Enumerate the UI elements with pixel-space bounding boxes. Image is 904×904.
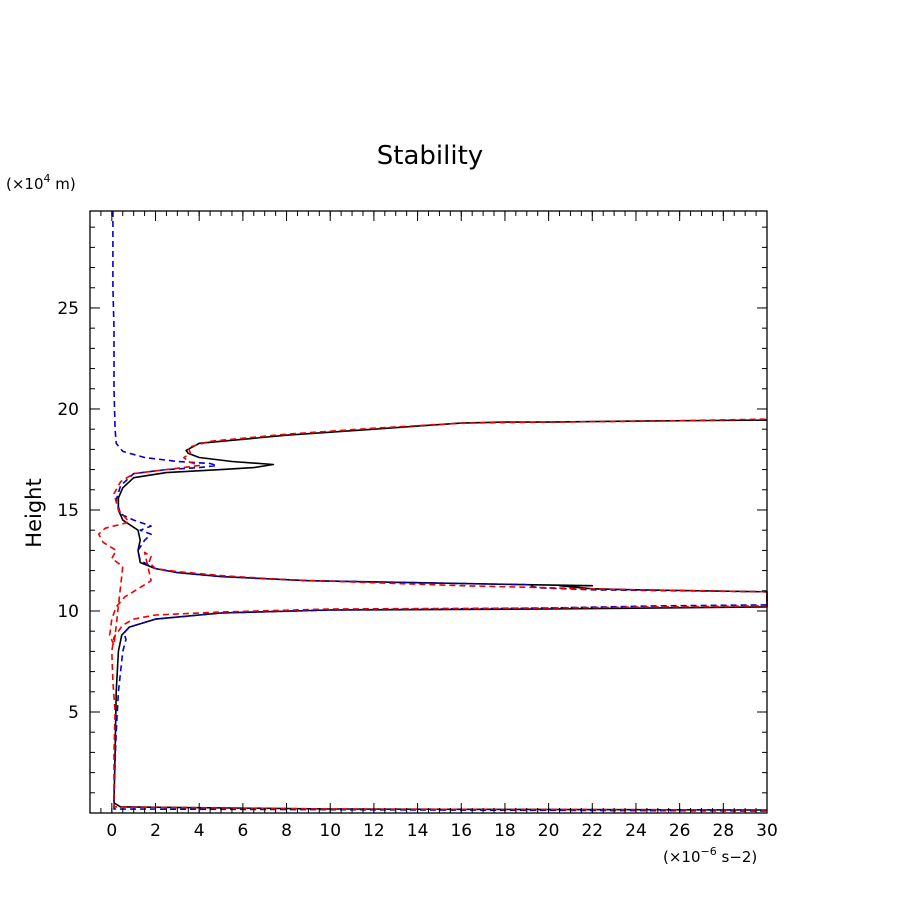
x-tick-label: 22 xyxy=(581,821,603,841)
series-line-2 xyxy=(112,211,768,812)
plot-frame xyxy=(89,210,768,814)
x-tick-label: 2 xyxy=(150,821,161,841)
series-line-1 xyxy=(113,419,768,811)
x-tick-label: 18 xyxy=(494,821,516,841)
y-tick-label: 20 xyxy=(57,400,79,420)
x-tick-label: 8 xyxy=(281,821,292,841)
y-tick-label: 5 xyxy=(68,703,79,723)
x-tick-label: 12 xyxy=(363,821,385,841)
series-line-3 xyxy=(97,418,768,811)
x-tick-label: 0 xyxy=(106,821,117,841)
y-axis-title: Height xyxy=(22,478,46,547)
x-tick-label: 28 xyxy=(713,821,735,841)
x-tick-label: 10 xyxy=(319,821,341,841)
x-tick-label: 30 xyxy=(756,821,778,841)
x-tick-label: 24 xyxy=(625,821,647,841)
x-tick-label: 4 xyxy=(194,821,205,841)
y-tick-label: 15 xyxy=(57,501,79,521)
x-tick-label: 14 xyxy=(407,821,429,841)
x-tick-label: 16 xyxy=(450,821,472,841)
x-tick-label: 6 xyxy=(237,821,248,841)
x-tick-label: 26 xyxy=(669,821,691,841)
series-layer xyxy=(97,211,768,812)
x-unit-label: (×10−6 s−2) xyxy=(663,845,757,866)
y-unit-label: (×104 m) xyxy=(6,172,76,193)
y-tick-label: 10 xyxy=(57,602,79,622)
x-tick-label: 20 xyxy=(538,821,560,841)
chart-title: Stability xyxy=(377,141,483,171)
y-tick-label: 25 xyxy=(57,299,79,319)
